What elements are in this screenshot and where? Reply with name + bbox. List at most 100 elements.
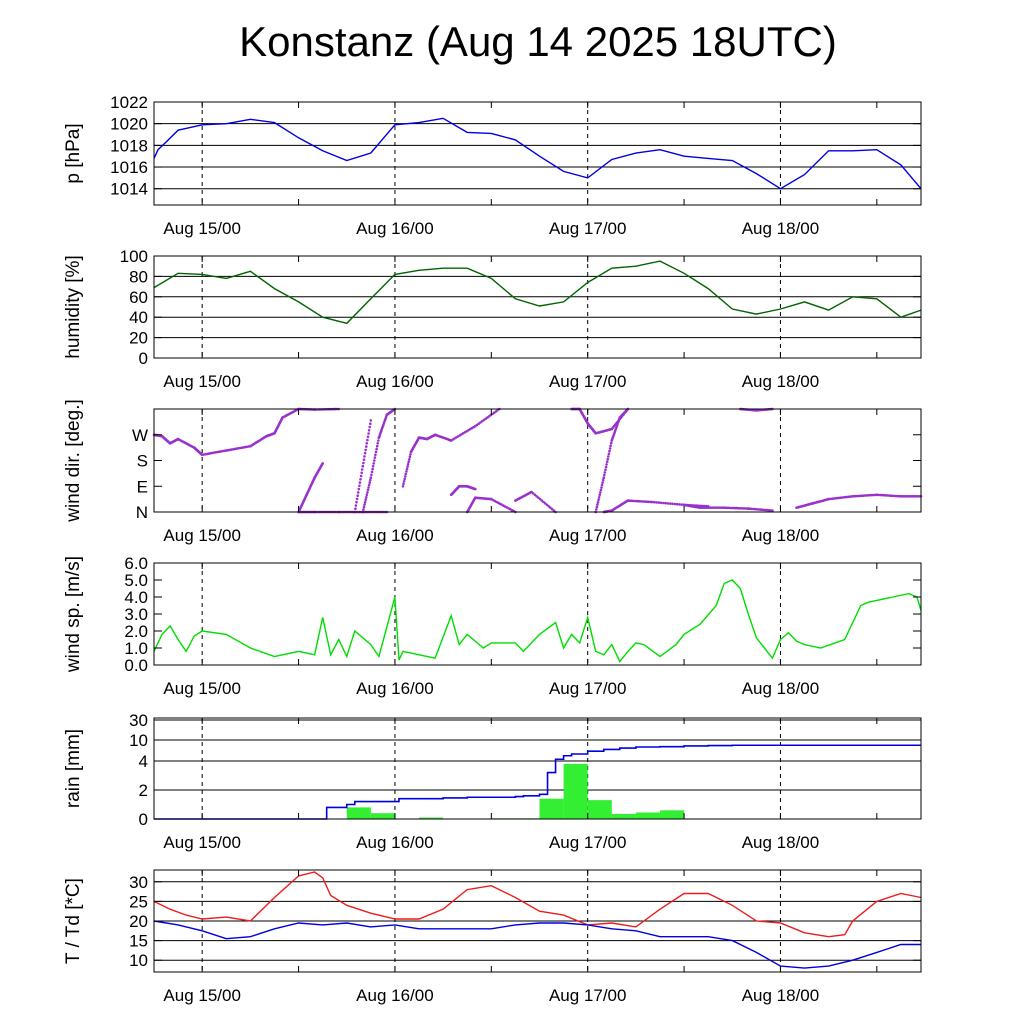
y-tick-label: 40 bbox=[129, 308, 148, 327]
chart-panel-4: 0.01.02.03.04.05.06.0 Aug 15/00 Aug 16/00 A… bbox=[63, 554, 922, 698]
wind-dir-point bbox=[675, 502, 679, 506]
wind-dir-point bbox=[608, 449, 611, 453]
y-tick-label: 10 bbox=[129, 731, 148, 750]
wind-dir-point bbox=[533, 493, 537, 497]
wind-dir-point bbox=[406, 462, 410, 466]
wind-dir-point bbox=[373, 459, 376, 462]
wind-dir-point bbox=[376, 442, 380, 445]
wind-dir-point bbox=[366, 488, 370, 492]
wind-dir-point bbox=[365, 442, 369, 445]
x-tick-label: Aug 18/00 bbox=[742, 833, 820, 852]
wind-dir-point bbox=[360, 468, 364, 471]
y-tick-label: 1016 bbox=[110, 158, 148, 177]
wind-dir-point bbox=[373, 456, 377, 459]
x-tick-label: Aug 17/00 bbox=[549, 679, 627, 698]
wind-dir-point bbox=[367, 429, 371, 432]
wind-dir-point bbox=[365, 496, 368, 499]
x-tick-label: Aug 16/00 bbox=[356, 372, 434, 391]
wind-dir-point bbox=[371, 464, 375, 468]
wind-dir-point bbox=[552, 509, 556, 512]
wind-dir-point bbox=[362, 508, 365, 511]
wind-dir-point bbox=[354, 507, 357, 511]
y-tick-label: 100 bbox=[120, 247, 148, 266]
wind-dir-point bbox=[361, 464, 365, 468]
series-line-1 bbox=[153, 117, 922, 190]
wind-dir-point bbox=[369, 422, 372, 426]
y-tick-label: 2 bbox=[139, 781, 148, 800]
y-tick-label: 10 bbox=[129, 951, 148, 970]
y-tick-label: 1020 bbox=[110, 115, 148, 134]
wind-dir-point bbox=[369, 476, 373, 480]
wind-dir-point bbox=[607, 452, 611, 456]
wind-dir-point bbox=[368, 425, 372, 429]
wind-dir-point bbox=[404, 475, 407, 478]
x-tick-label: Aug 16/00 bbox=[356, 833, 434, 852]
y-tick-label: 20 bbox=[129, 329, 148, 348]
wind-dir-point bbox=[362, 461, 365, 465]
x-tick-label: Aug 18/00 bbox=[742, 526, 820, 545]
y-axis-label: wind sp. [m/s] bbox=[63, 556, 84, 673]
y-tick-label: 80 bbox=[129, 267, 148, 286]
wind-dir-point bbox=[357, 487, 361, 491]
wind-dir-point bbox=[407, 460, 411, 464]
wind-dir-point bbox=[408, 458, 411, 461]
y-tick-label: W bbox=[132, 426, 148, 445]
wind-dir-point bbox=[401, 485, 405, 488]
x-tick-label: Aug 15/00 bbox=[163, 986, 241, 1005]
wind-dir-point bbox=[367, 432, 370, 435]
x-tick-label: Aug 15/00 bbox=[163, 679, 241, 698]
rain-bar bbox=[659, 810, 685, 819]
rain-accumulation-line bbox=[154, 744, 921, 820]
wind-dir-point bbox=[650, 500, 654, 504]
wind-dir-point bbox=[359, 474, 363, 478]
y-tick-label: 0 bbox=[139, 810, 148, 829]
x-tick-label: Aug 16/00 bbox=[356, 526, 434, 545]
wind-dir-point bbox=[369, 478, 372, 482]
wind-dir-point bbox=[371, 467, 374, 471]
wind-dir-point bbox=[474, 487, 477, 491]
wind-dir-point bbox=[609, 444, 612, 448]
rain-bar bbox=[346, 807, 371, 819]
wind-dir-point bbox=[374, 453, 377, 457]
wind-dir-point bbox=[372, 462, 376, 465]
wind-dir-point bbox=[600, 483, 604, 487]
wind-dir-point bbox=[603, 471, 607, 474]
wind-dir-point bbox=[375, 447, 378, 451]
wind-dir-point bbox=[652, 500, 656, 504]
wind-dir-point bbox=[605, 460, 609, 464]
y-tick-label: 1022 bbox=[110, 93, 148, 112]
y-tick-label: S bbox=[137, 452, 148, 471]
wind-dir-point bbox=[671, 502, 674, 506]
panel-frame bbox=[153, 562, 922, 666]
wind-dir-point bbox=[480, 420, 484, 423]
y-tick-label: 25 bbox=[129, 892, 148, 911]
wind-dir-point bbox=[370, 473, 373, 477]
wind-dir-point bbox=[405, 467, 409, 471]
wind-dir-point bbox=[363, 500, 367, 504]
wind-dir-point bbox=[355, 497, 359, 501]
wind-dir-point bbox=[406, 465, 409, 468]
wind-dir-point bbox=[356, 491, 360, 494]
wind-dir-point bbox=[608, 447, 612, 450]
rain-bar bbox=[635, 812, 660, 819]
wind-dir-point bbox=[366, 438, 369, 442]
y-tick-label: N bbox=[136, 503, 148, 522]
wind-dir-point bbox=[596, 503, 599, 506]
wind-dir-point bbox=[599, 491, 602, 494]
chart-panel-1: 1014 1016 1018 1020 1022 Aug 15/00 Aug 16/00 Au… bbox=[63, 93, 922, 238]
rain-bar bbox=[370, 813, 395, 819]
wind-dir-point bbox=[365, 493, 369, 497]
y-tick-label: 60 bbox=[129, 288, 148, 307]
y-tick-label: 4 bbox=[139, 752, 148, 771]
x-tick-label: Aug 15/00 bbox=[163, 219, 241, 238]
wind-dir-point bbox=[405, 470, 408, 473]
series-line-1 bbox=[153, 871, 922, 938]
x-tick-label: Aug 17/00 bbox=[549, 219, 627, 238]
rain-bar bbox=[563, 763, 588, 819]
y-axis-label: rain [mm] bbox=[63, 729, 84, 808]
y-tick-label: 4.0 bbox=[124, 588, 148, 607]
